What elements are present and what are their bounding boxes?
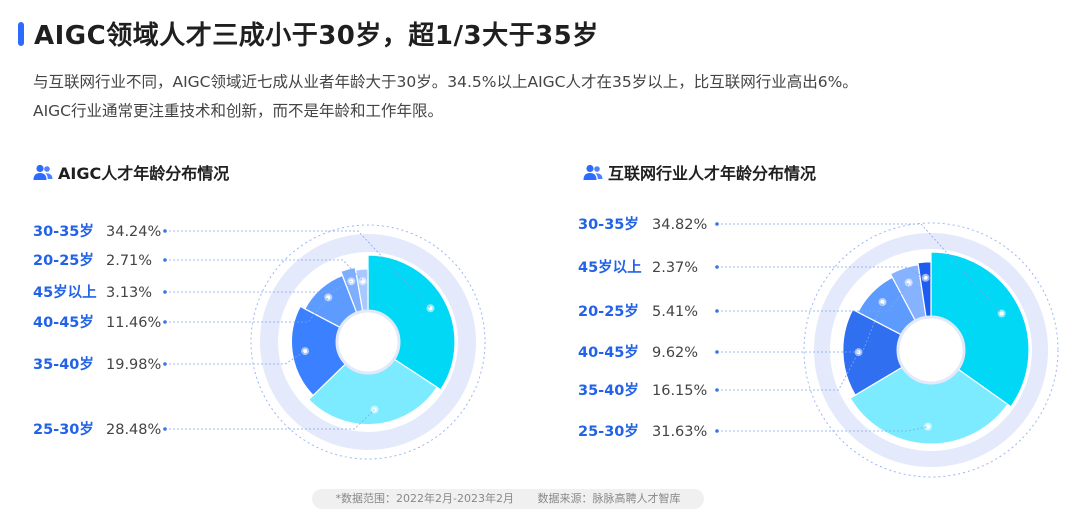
chart-2-title-text: 互联网行业人才年龄分布情况: [608, 164, 817, 183]
leader-dot: [163, 290, 167, 294]
title-accent-bar: [18, 22, 24, 46]
outer-dashed-ring: [803, 222, 1059, 478]
leader-dot: [163, 229, 167, 233]
user-group-icon: [33, 164, 53, 180]
legend-label: 20-25岁: [578, 302, 639, 320]
leader-line: [169, 350, 306, 365]
leader-dot: [715, 388, 719, 392]
slice-marker: [925, 424, 930, 429]
leader-dot: [715, 429, 719, 433]
legend-label: 35-40岁: [33, 355, 94, 373]
leader-dot: [715, 350, 719, 354]
user-group-icon: [583, 164, 603, 180]
data-label: 16.15%: [652, 383, 707, 399]
data-label: 5.41%: [652, 304, 698, 320]
leader-dot: [715, 309, 719, 313]
leader-line: [169, 281, 352, 293]
leader-line: [721, 266, 926, 279]
footer-note: *数据范围：2022年2月-2023年2月 数据来源：脉脉高聘人才智库: [312, 489, 704, 509]
legend-label: 30-35岁: [33, 222, 94, 240]
leader-dot: [163, 258, 167, 262]
outer-dashed-ring: [250, 224, 486, 460]
leader-dot: [715, 265, 719, 269]
footer-source: 数据来源：脉脉高聘人才智库: [537, 492, 681, 505]
leader-line: [169, 259, 364, 282]
data-label: 34.24%: [106, 224, 161, 240]
data-label: 2.37%: [652, 260, 698, 276]
legend-label: 25-30岁: [578, 422, 639, 440]
description-line-1: 与互联网行业不同，AIGC领域近七成从业者年龄大于30岁。34.5%以上AIGC…: [33, 73, 858, 91]
legend-label: 45岁以上: [578, 258, 642, 276]
data-label: 9.62%: [652, 345, 698, 361]
legend-label: 40-45岁: [578, 343, 639, 361]
data-label: 31.63%: [652, 424, 707, 440]
data-label: 34.82%: [652, 217, 707, 233]
legend-label: 25-30岁: [33, 420, 94, 438]
description-line-2: AIGC行业通常更注重技术和创新，而不是年龄和工作年限。: [33, 102, 444, 120]
chart-1: 30-35岁 34.24% 20-25岁 2.71% 45岁以上 3.13% 40-45岁 1…: [33, 222, 486, 460]
page-title: AIGC领域人才三成小于30岁，超1/3大于35岁: [34, 21, 599, 51]
data-label: 3.13%: [106, 285, 152, 301]
legend-label: 45岁以上: [33, 283, 97, 301]
leader-dot: [715, 222, 719, 226]
leader-line: [721, 223, 1002, 314]
legend-label: 30-35岁: [578, 215, 639, 233]
legend-label: 20-25岁: [33, 251, 94, 269]
legend-label: 40-45岁: [33, 313, 94, 331]
chart-1-title-text: AIGC人才年龄分布情况: [58, 164, 230, 183]
data-label: 19.98%: [106, 357, 161, 373]
legend-label: 35-40岁: [578, 381, 639, 399]
data-label: 11.46%: [106, 315, 161, 331]
donut-hole: [896, 315, 966, 385]
slice-marker: [303, 349, 308, 354]
slice-marker: [880, 300, 885, 305]
chart-1-title: AIGC人才年龄分布情况: [33, 160, 229, 184]
leader-line: [169, 297, 329, 323]
leader-dot: [163, 362, 167, 366]
data-label: 28.48%: [106, 422, 161, 438]
leader-dot: [163, 320, 167, 324]
slice-marker: [923, 275, 928, 280]
leader-line: [169, 409, 375, 430]
leader-line: [721, 426, 929, 432]
footer-range: *数据范围：2022年2月-2023年2月: [335, 492, 514, 505]
donut-hole: [335, 309, 401, 375]
leader-line: [721, 301, 883, 353]
leader-line: [721, 351, 859, 391]
chart-2-title: 互联网行业人才年龄分布情况: [583, 160, 816, 184]
leader-dot: [163, 427, 167, 431]
leader-line: [169, 230, 431, 309]
data-label: 2.71%: [106, 253, 152, 269]
chart-2: 30-35岁 34.82% 45岁以上 2.37% 20-25岁 5.41% 40-45岁 9…: [578, 215, 1059, 478]
